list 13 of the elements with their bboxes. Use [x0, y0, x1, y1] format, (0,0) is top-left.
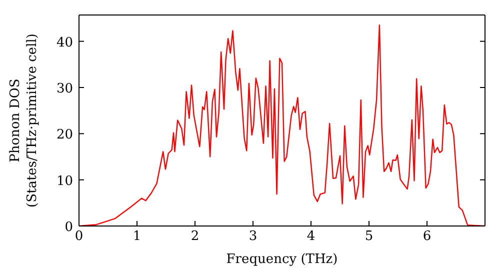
x-axis-title: Frequency (THz) [226, 252, 338, 267]
x-tick-label: 3 [248, 229, 258, 244]
x-tick-label: 2 [190, 229, 200, 244]
y-tick-label: 10 [56, 174, 73, 189]
x-tick-label: 4 [306, 229, 316, 244]
x-tick-label: 6 [422, 229, 432, 244]
y-tick-label: 40 [56, 35, 73, 50]
y-axis-title: Phonon DOS (States/THz·primitive cell) [8, 33, 40, 208]
x-tick-label: 5 [364, 229, 374, 244]
y-tick-label: 20 [56, 128, 73, 143]
x-tick-label: 1 [132, 229, 142, 244]
x-tick-label: 0 [74, 229, 84, 244]
y-tick-label: 30 [56, 81, 73, 96]
